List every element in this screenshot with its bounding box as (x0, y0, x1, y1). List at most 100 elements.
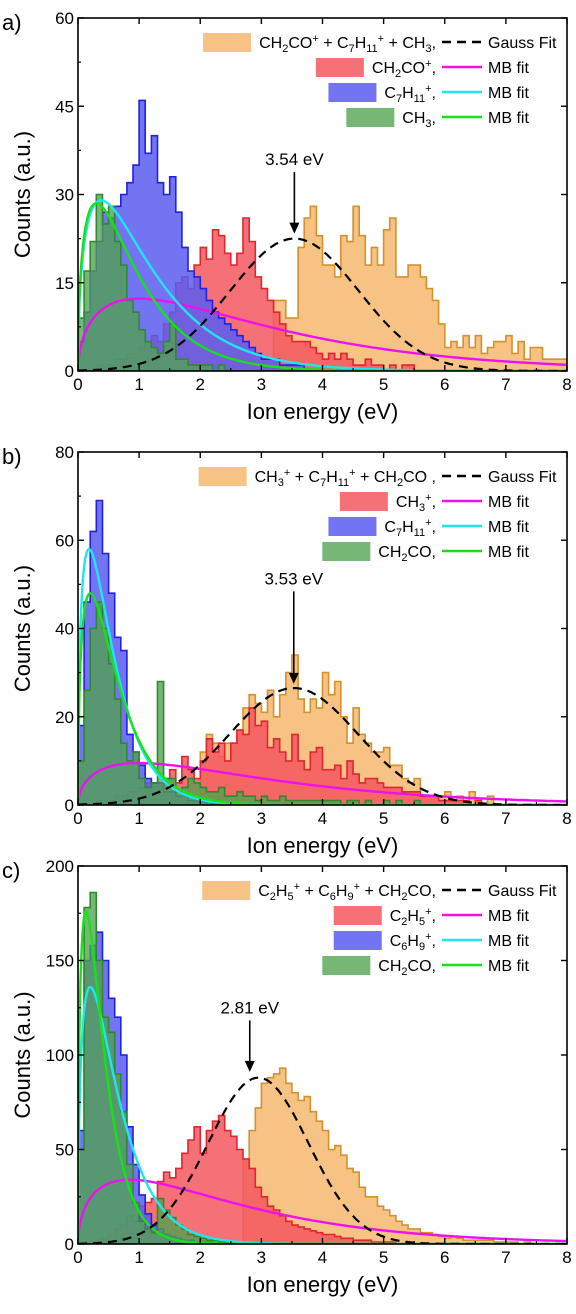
x-tick-label: 0 (73, 809, 82, 828)
x-tick-label: 6 (440, 375, 449, 394)
x-tick-label: 4 (318, 375, 327, 394)
y-axis-label: Counts (a.u.) (10, 131, 35, 258)
mb-fit-ion-curve (78, 1178, 567, 1244)
y-tick-label: 30 (55, 186, 74, 205)
x-tick-label: 7 (501, 809, 510, 828)
legend-swatch-total (202, 881, 251, 900)
legend-fit-label: MB fit (488, 908, 529, 925)
legend-fit-label: MB fit (488, 933, 529, 950)
x-tick-label: 1 (134, 809, 143, 828)
x-tick-label: 7 (501, 375, 510, 394)
legend-swatch-total (198, 467, 247, 486)
legend-label-c7: C7H11+, (384, 83, 436, 105)
legend-label-ion: C2H5+, (390, 906, 436, 928)
legend-fit-label: MB fit (488, 60, 529, 77)
legend-label-ion: CH2CO+, (372, 58, 436, 80)
legend-swatch-total (203, 33, 252, 52)
x-tick-label: 4 (318, 1248, 327, 1267)
legend-fit-label: Gauss Fit (488, 35, 557, 52)
x-tick-label: 1 (134, 375, 143, 394)
x-tick-label: 3 (257, 809, 266, 828)
legend-fit-label: MB fit (488, 958, 529, 975)
y-tick-label: 20 (55, 708, 74, 727)
chart-panel-c: 0 1 2 3 4 5 6 7 8 0 50 100 150 200 Ion energy (eV) Coun… (2, 857, 572, 1297)
legend-fit-label: MB fit (488, 85, 529, 102)
legend-swatch-neutral (322, 956, 371, 975)
y-axis-label: Counts (a.u.) (10, 565, 35, 692)
gauss-fit-curve (78, 687, 567, 805)
x-tick-label: 1 (134, 1248, 143, 1267)
mb-fit-c7-curve (78, 547, 567, 805)
legend-label-c7: C6H9+, (390, 931, 436, 953)
legend-fit-label: MB fit (488, 494, 529, 511)
y-tick-label: 60 (55, 9, 74, 28)
mb-fit-ion-curve (78, 297, 567, 371)
y-tick-label: 40 (55, 620, 74, 639)
legend: CH2CO+ + C7H11+ + CH3, Gauss Fit CH2CO+, MB… (203, 33, 557, 130)
peak-arrow-head (288, 672, 299, 684)
y-axis-label: Counts (a.u.) (10, 991, 35, 1118)
x-tick-label: 8 (562, 809, 571, 828)
histogram-total (78, 205, 567, 371)
y-tick-label: 80 (55, 443, 74, 462)
gauss-fit-curve (78, 1076, 567, 1244)
legend-swatch-c7 (328, 517, 377, 536)
legend-swatch-ion (333, 906, 382, 925)
x-tick-label: 2 (196, 1248, 205, 1267)
gauss-fit-curve (78, 237, 567, 371)
x-axis-label: Ion energy (eV) (247, 399, 399, 424)
x-tick-label: 7 (501, 1248, 510, 1267)
panel-label: b) (2, 444, 22, 469)
x-tick-label: 3 (257, 375, 266, 394)
histogram-total (78, 1067, 567, 1244)
legend-label-ion: CH3+, (396, 492, 436, 514)
legend-fit-label: Gauss Fit (488, 469, 557, 486)
legend-swatch-c7 (328, 83, 377, 102)
x-axis-label: Ion energy (eV) (247, 833, 399, 858)
y-tick-label: 0 (65, 796, 74, 815)
histogram-neutral (78, 891, 567, 1244)
legend-fit-label: MB fit (488, 544, 529, 561)
peak-arrow-head (289, 222, 300, 234)
mb-fit-ion-curve (78, 761, 567, 805)
x-tick-label: 5 (379, 375, 388, 394)
peak-annotation: 3.53 eV (264, 569, 323, 588)
plot-area (78, 99, 567, 371)
x-tick-label: 6 (440, 809, 449, 828)
x-tick-label: 5 (379, 809, 388, 828)
y-tick-label: 200 (46, 857, 74, 876)
y-tick-label: 100 (46, 1046, 74, 1065)
peak-annotation: 2.81 eV (220, 998, 279, 1017)
x-tick-label: 0 (73, 375, 82, 394)
peak-annotation: 3.54 eV (265, 150, 324, 169)
x-tick-label: 8 (562, 1248, 571, 1267)
legend-label-neutral: CH2CO, (378, 958, 436, 978)
mb-fit-neutral-curve (78, 910, 567, 1244)
legend-fit-label: Gauss Fit (488, 883, 557, 900)
legend-label-c7: C7H11+, (384, 517, 436, 539)
x-tick-label: 3 (257, 1248, 266, 1267)
legend-label-total: CH3+ + C7H11+ + CH2CO , (255, 467, 436, 489)
y-tick-label: 50 (55, 1141, 74, 1160)
y-tick-label: 150 (46, 952, 74, 971)
y-tick-label: 0 (65, 1235, 74, 1254)
x-tick-label: 8 (562, 375, 571, 394)
x-tick-label: 2 (196, 809, 205, 828)
histogram-ion (78, 1114, 567, 1244)
histogram-neutral (78, 601, 567, 805)
legend-swatch-neutral (346, 108, 395, 127)
y-tick-label: 45 (55, 97, 74, 116)
legend-fit-label: MB fit (488, 519, 529, 536)
legend: CH3+ + C7H11+ + CH2CO , Gauss Fit CH3+, MB … (198, 467, 557, 564)
y-tick-label: 15 (55, 274, 74, 293)
peak-arrow-head (244, 1060, 255, 1072)
legend-label-neutral: CH3, (402, 110, 436, 130)
panel-label: a) (2, 10, 22, 35)
legend-swatch-ion (315, 58, 364, 77)
panel-label: c) (2, 858, 20, 883)
legend-swatch-c7 (333, 931, 382, 950)
x-axis-label: Ion energy (eV) (247, 1272, 399, 1297)
